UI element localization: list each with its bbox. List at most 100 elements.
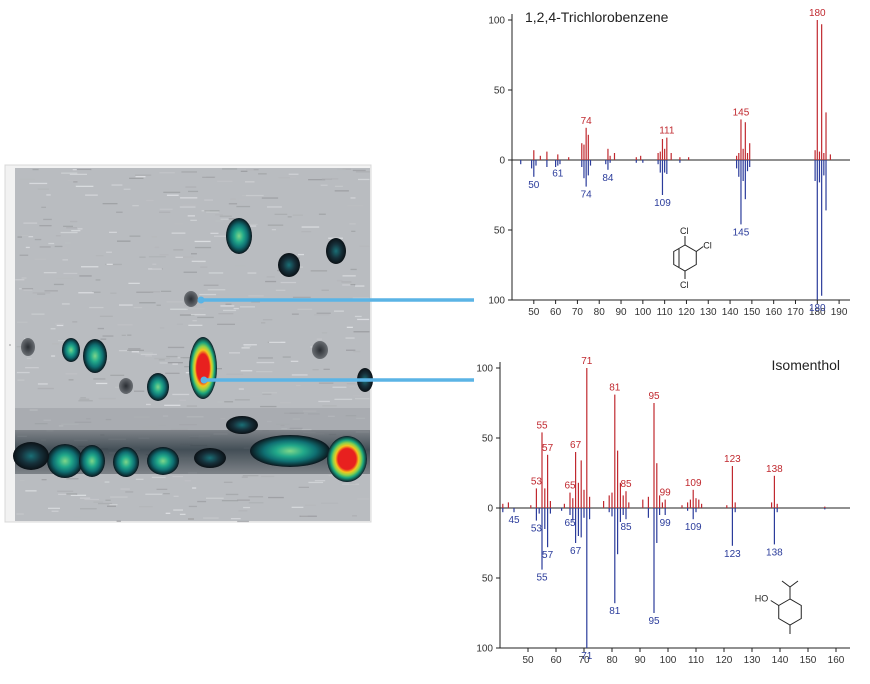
noise-streak [133,306,143,309]
noise-streak [260,405,277,408]
noise-streak [159,327,165,329]
noise-streak [321,502,339,504]
noise-streak [29,182,48,185]
noise-streak [139,302,156,304]
noise-streak [16,346,25,348]
noise-streak [98,502,113,505]
contour-spot [250,435,330,467]
contour-spot [13,442,49,470]
x-tick-label: 80 [594,307,606,318]
noise-streak [280,281,297,284]
noise-streak [299,515,317,517]
x-tick-label: 150 [744,307,761,318]
noise-streak [320,184,328,186]
noise-streak [350,268,357,271]
noise-streak [121,334,126,336]
noise-streak [207,289,226,291]
noise-streak [85,194,98,196]
contour-spot [278,253,300,277]
noise-streak [116,520,121,522]
noise-streak [93,378,106,380]
noise-streak [248,496,264,498]
noise-streak [51,510,59,512]
noise-streak [61,303,70,305]
x-tick-label: 90 [615,307,627,318]
noise-streak [37,383,48,385]
noise-streak [132,205,139,207]
noise-streak [174,223,183,225]
noise-streak [229,257,237,260]
spectrum-title: 1,2,4-Trichlorobenzene [525,9,669,25]
noise-streak [287,216,292,218]
noise-streak [214,235,231,237]
noise-streak [179,399,186,401]
noise-streak [314,480,326,482]
peak-label: 55 [536,573,548,584]
noise-streak [187,215,195,217]
noise-streak [291,506,304,508]
noise-streak [105,263,122,266]
noise-streak [67,179,78,182]
noise-streak [185,186,197,188]
noise-streak [167,346,185,349]
noise-streak [203,284,219,286]
noise-streak [342,275,356,277]
noise-streak [109,231,117,233]
noise-streak [145,355,152,357]
peak-label: 81 [609,383,621,394]
x-tick-label: 110 [657,307,673,318]
noise-streak [346,349,356,351]
peak-label: 67 [570,440,582,451]
peak-label: 180 [809,8,826,19]
noise-streak [21,288,34,290]
noise-streak [110,496,128,498]
noise-streak [355,171,370,173]
noise-streak [99,315,113,317]
noise-streak [352,515,357,517]
noise-streak [151,476,166,478]
peak-label: 145 [733,227,750,238]
noise-streak [25,490,37,492]
noise-streak [245,194,264,197]
noise-streak [182,204,197,206]
noise-streak [334,398,353,400]
noise-streak [222,168,238,170]
noise-streak [156,488,168,490]
noise-streak [61,172,78,174]
noise-streak [190,314,206,316]
peak-label: 55 [536,420,548,431]
peak-label: 65 [564,518,576,529]
noise-streak [66,493,78,495]
peak-label: 71 [581,651,593,662]
noise-streak [292,296,311,298]
noise-streak [84,498,100,501]
noise-streak [202,176,215,178]
noise-streak [152,263,157,265]
peak-label: 180 [809,303,826,314]
x-tick-label: 110 [688,655,704,666]
noise-streak [197,500,207,503]
noise-streak [228,203,238,205]
noise-streak [291,313,299,315]
noise-streak [15,340,20,342]
peak-label: 57 [542,443,554,454]
peak-label: 95 [648,616,660,627]
noise-streak [233,307,239,310]
noise-streak [321,289,329,291]
noise-streak [247,272,257,274]
peak-label: 95 [648,391,660,402]
noise-streak [353,350,361,353]
noise-streak [109,504,118,506]
peak-label: 99 [660,518,672,529]
x-tick-label: 90 [634,655,646,666]
noise-streak [134,390,145,392]
contour-spot [147,447,179,475]
noise-streak [163,493,170,495]
noise-streak [159,211,171,213]
benzene-ring [673,244,697,272]
peak-label: 109 [685,478,702,489]
contour-spot [147,373,169,401]
noise-streak [78,400,93,402]
noise-streak [175,256,183,258]
